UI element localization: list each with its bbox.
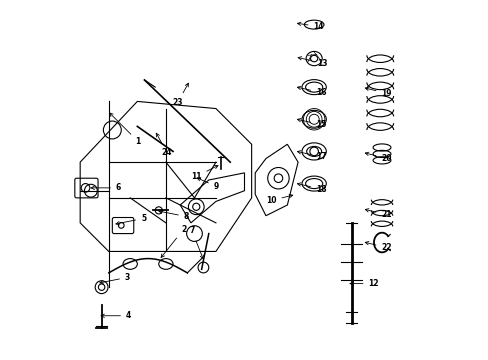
- Text: 15: 15: [297, 118, 326, 129]
- Text: 19: 19: [365, 87, 391, 98]
- Text: 13: 13: [298, 57, 326, 68]
- Text: 6: 6: [91, 183, 121, 192]
- Text: 5: 5: [116, 214, 146, 225]
- Text: 23: 23: [172, 83, 188, 107]
- Text: 24: 24: [156, 133, 172, 157]
- Text: 10: 10: [265, 194, 292, 205]
- Text: 14: 14: [297, 22, 324, 31]
- Text: 9: 9: [197, 178, 219, 191]
- Text: 22: 22: [365, 242, 391, 252]
- Text: 1: 1: [109, 113, 141, 146]
- Text: 18: 18: [297, 183, 326, 194]
- Text: 16: 16: [297, 86, 326, 97]
- Text: 3: 3: [100, 273, 130, 284]
- Text: 12: 12: [349, 279, 378, 288]
- Text: 8: 8: [159, 210, 189, 221]
- Text: 4: 4: [101, 311, 131, 320]
- Text: 2: 2: [161, 225, 186, 257]
- Text: 11: 11: [191, 166, 218, 181]
- Text: 20: 20: [365, 152, 391, 163]
- Text: 7: 7: [189, 226, 203, 259]
- Text: 17: 17: [297, 150, 326, 161]
- Text: 21: 21: [365, 209, 391, 219]
